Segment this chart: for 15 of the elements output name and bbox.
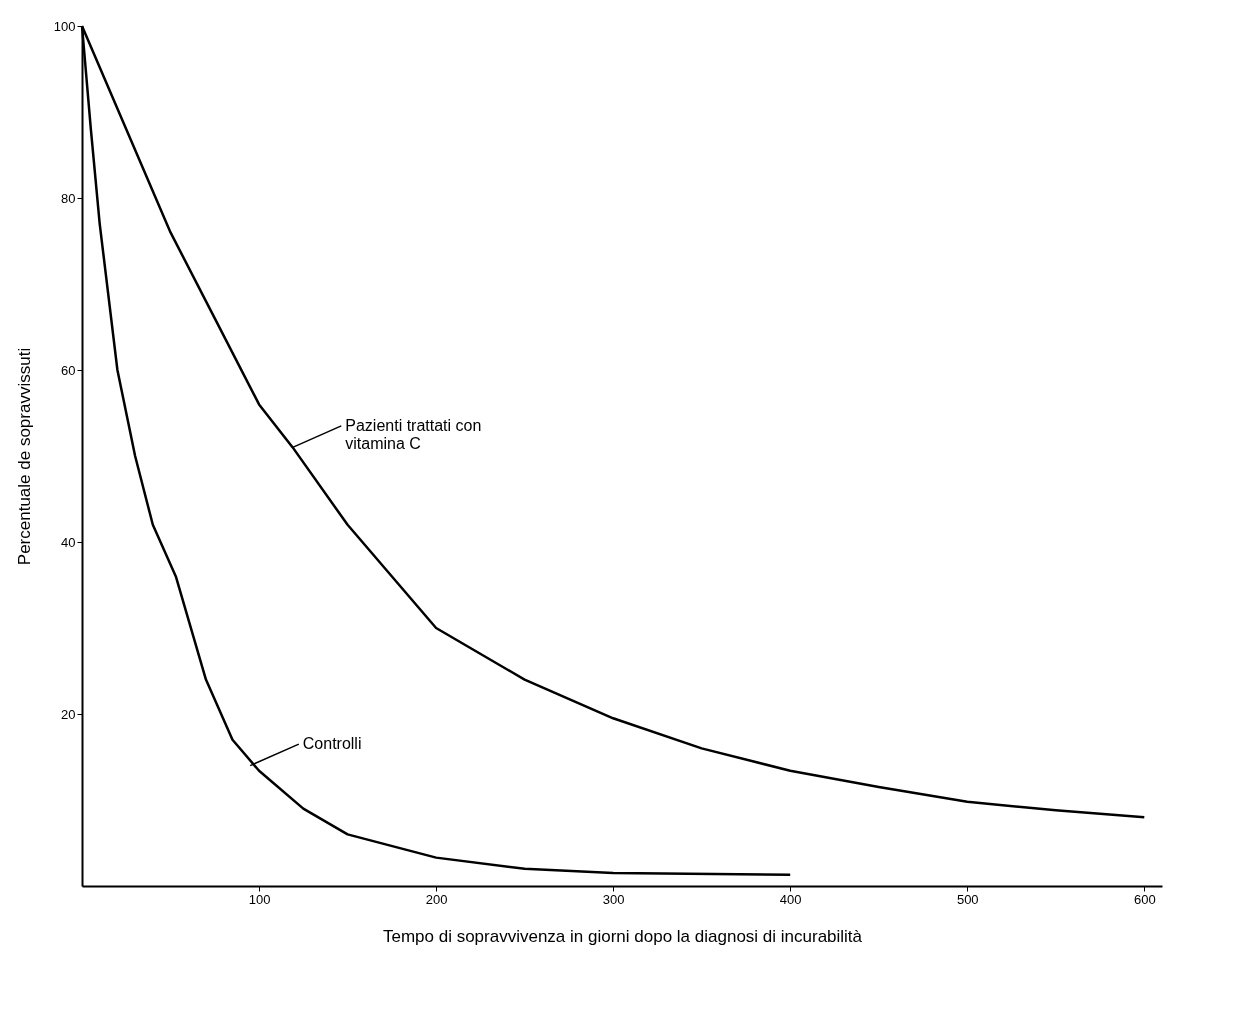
y-tick-label: 40 (61, 534, 76, 550)
x-tick-label: 200 (425, 891, 448, 907)
y-tick-label: 20 (61, 706, 76, 722)
x-axis-title: Tempo di sopravvivenza in giorni dopo la diagnosi di incurabilità (382, 926, 863, 946)
x-tick-label: 100 (248, 891, 271, 907)
y-tick-label: 80 (61, 190, 76, 206)
y-tick-label: 100 (53, 18, 76, 34)
x-tick-label: 400 (779, 891, 802, 907)
x-tick-label: 500 (956, 891, 979, 907)
y-axis-title: Percentuale de sopravvissuti (14, 347, 34, 566)
annotation: Controlli (302, 735, 362, 753)
annotation: Pazienti trattati con vitamina C (345, 416, 482, 452)
x-tick-label: 300 (602, 891, 625, 907)
y-tick-label: 60 (61, 362, 76, 378)
x-tick-label: 600 (1133, 891, 1156, 907)
